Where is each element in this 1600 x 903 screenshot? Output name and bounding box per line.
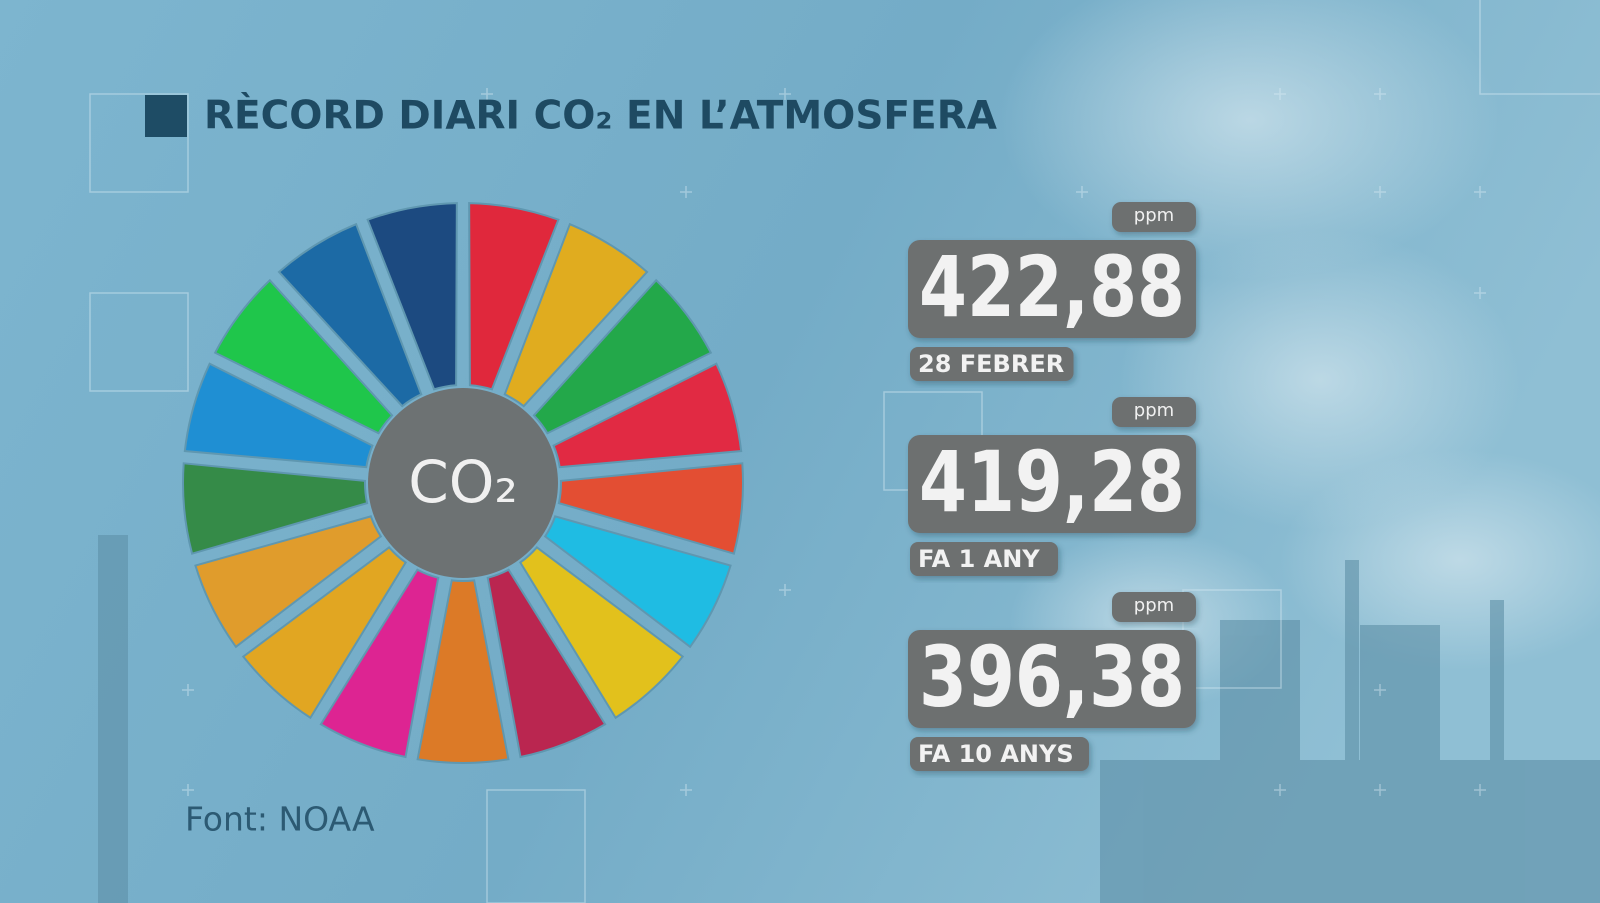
plus-sign <box>1374 88 1386 100</box>
wheel-segment <box>532 278 713 435</box>
source: Font: NOAA <box>185 800 375 839</box>
wheel-segment <box>213 278 394 435</box>
label: 28 FEBRER <box>918 350 1064 378</box>
plus-sign <box>182 784 194 796</box>
label-pill <box>910 542 1058 576</box>
value-box <box>908 240 1196 338</box>
plus-sign <box>1474 186 1486 198</box>
plus-sign <box>680 784 692 796</box>
plus-sign <box>1274 88 1286 100</box>
plus-sign <box>1374 784 1386 796</box>
wheel-segment <box>277 222 423 408</box>
unit: ppm <box>1134 400 1174 421</box>
wheel-segment <box>182 462 369 555</box>
value: 422,88 <box>919 238 1185 336</box>
unit: ppm <box>1134 595 1174 616</box>
plus-sign <box>779 584 791 596</box>
wheel-segment <box>366 202 458 391</box>
title-marker <box>145 95 187 137</box>
plus-sign <box>1274 784 1286 796</box>
value: 419,28 <box>919 433 1185 531</box>
plus-sign <box>1076 186 1088 198</box>
wheel-segment <box>416 579 510 764</box>
value: 396,38 <box>919 628 1185 726</box>
wheel-segment <box>518 546 685 720</box>
wheel-segment <box>486 568 607 759</box>
label: FA 1 ANY <box>918 545 1040 573</box>
plus-sign <box>1374 684 1386 696</box>
wheel-segment <box>183 362 374 469</box>
unit-pill <box>1112 397 1196 427</box>
plus-sign <box>1474 784 1486 796</box>
label: FA 10 ANYS <box>918 740 1074 768</box>
wheel-label: CO₂ <box>408 448 517 516</box>
title: RÈCORD DIARI CO₂ EN L’ATMOSFERA <box>204 92 997 139</box>
wheel-segment <box>194 515 383 649</box>
plus-sign <box>1474 287 1486 299</box>
plus-sign <box>182 684 194 696</box>
skyline <box>98 535 1600 903</box>
plus-sign <box>680 186 692 198</box>
unit-pill <box>1112 592 1196 622</box>
wheel-segment <box>557 462 744 555</box>
wheel-segment <box>552 362 743 469</box>
unit-pill <box>1112 202 1196 232</box>
wheel-center <box>368 388 558 578</box>
label-pill <box>910 737 1089 771</box>
unit: ppm <box>1134 205 1174 226</box>
wheel-segment <box>503 222 649 408</box>
wheel-segment <box>468 202 560 391</box>
wheel <box>182 202 744 764</box>
label-pill <box>910 347 1074 381</box>
plus-sign <box>1374 186 1386 198</box>
wheel-segment <box>543 515 732 649</box>
value-box <box>908 630 1196 728</box>
wheel-segment <box>319 568 440 759</box>
records: ppm 422,88 28 FEBRER ppm 419,28 FA 1 ANY ppm 39… <box>908 202 1196 771</box>
plus-sign <box>481 88 493 100</box>
plus-sign <box>779 88 791 100</box>
value-box <box>908 435 1196 533</box>
wheel-segment <box>241 546 408 720</box>
